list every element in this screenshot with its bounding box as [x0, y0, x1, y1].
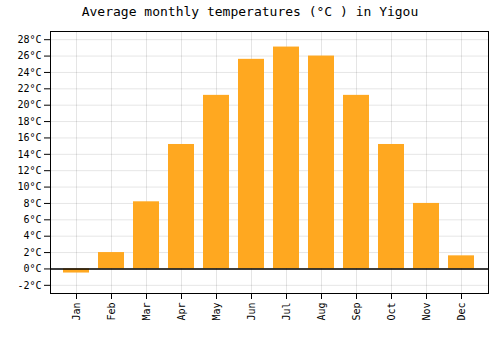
svg-text:8°C: 8°C: [23, 198, 41, 209]
svg-text:Nov: Nov: [421, 303, 432, 321]
svg-text:18°C: 18°C: [17, 116, 41, 127]
html-text:Average monthly temperatures (: Average monthly temperatures (°C ) in Yi…: [81, 4, 419, 19]
svg-text:May: May: [211, 303, 222, 321]
svg-text:0°C: 0°C: [23, 263, 41, 274]
svg-text:Jul: Jul: [281, 303, 292, 321]
svg-text:20°C: 20°C: [17, 99, 41, 110]
svg-text:28°C: 28°C: [17, 34, 41, 45]
svg-text:Jun: Jun: [246, 303, 257, 321]
svg-text:Mar: Mar: [141, 303, 152, 321]
svg-text:Apr: Apr: [176, 303, 187, 321]
svg-text:Aug: Aug: [316, 303, 327, 321]
svg-text:24°C: 24°C: [17, 67, 41, 78]
svg-text:16°C: 16°C: [17, 132, 41, 143]
svg-text:12°C: 12°C: [17, 165, 41, 176]
svg-text:2°C: 2°C: [23, 247, 41, 258]
svg-text:Sep: Sep: [351, 303, 362, 321]
svg-text:Dec: Dec: [456, 303, 467, 321]
svg-text:4°C: 4°C: [23, 230, 41, 241]
svg-text:10°C: 10°C: [17, 181, 41, 192]
svg-text:14°C: 14°C: [17, 149, 41, 160]
svg-text:6°C: 6°C: [23, 214, 41, 225]
svg-text:Feb: Feb: [106, 303, 117, 321]
svg-text:-2°C: -2°C: [17, 280, 41, 291]
svg-text:22°C: 22°C: [17, 83, 41, 94]
svg-text:26°C: 26°C: [17, 50, 41, 61]
svg-text:Oct: Oct: [386, 303, 397, 321]
svg-text:Jan: Jan: [71, 303, 82, 321]
